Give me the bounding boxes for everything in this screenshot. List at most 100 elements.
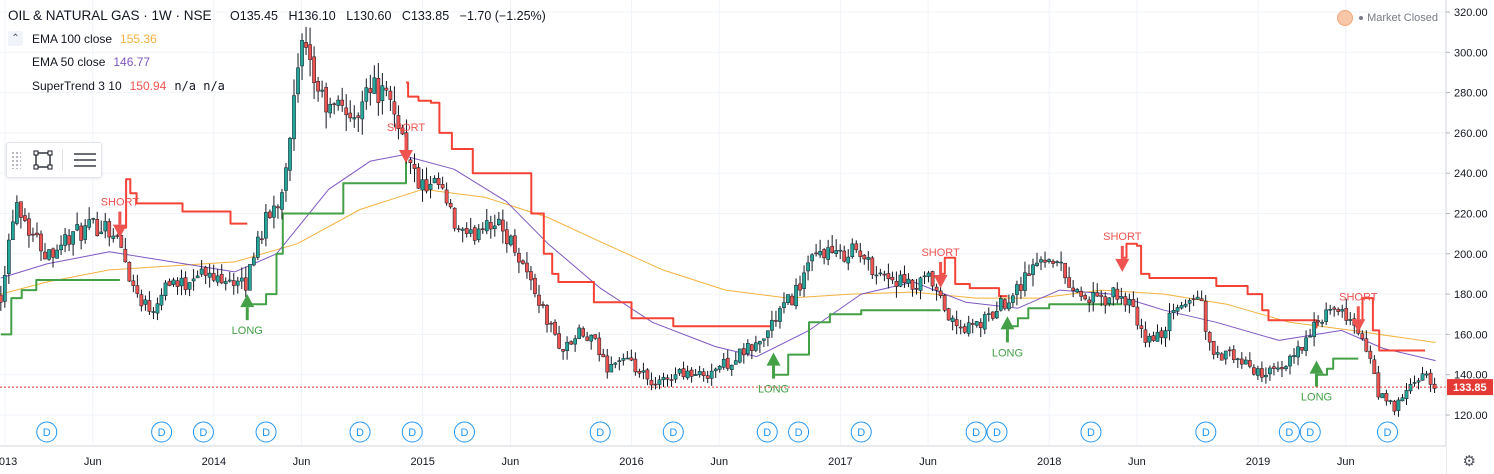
- candle-up: [1412, 382, 1417, 384]
- legend-ema50[interactable]: EMA 50 close 146.77: [32, 55, 150, 69]
- candle-up: [199, 268, 204, 275]
- short-signal-label: SHORT: [387, 122, 426, 134]
- candle-down: [689, 369, 694, 377]
- candle-up: [1107, 297, 1112, 304]
- candle-down: [862, 254, 867, 260]
- dividend-marker-icon: [1299, 421, 1321, 443]
- candle-up: [717, 366, 722, 370]
- high-label: H: [288, 9, 298, 23]
- candle-down: [1159, 330, 1164, 338]
- drag-handle-icon[interactable]: [11, 151, 21, 169]
- candle-up: [91, 218, 96, 220]
- candle-up: [336, 99, 341, 106]
- candle-up: [87, 219, 92, 228]
- candle-up: [1404, 390, 1409, 399]
- candle-up: [1187, 300, 1192, 304]
- candle-down: [127, 261, 132, 282]
- candle-down: [645, 369, 650, 380]
- x-tick-label: Jun: [502, 456, 520, 468]
- legend-supertrend-label: SuperTrend 3 10: [32, 79, 122, 93]
- x-tick-label: 2013: [0, 456, 17, 468]
- short-arrow-icon: [112, 224, 127, 238]
- y-tick-label: 280.00: [1454, 88, 1488, 100]
- legend-ema100[interactable]: ⌃ EMA 100 close 155.36: [8, 31, 157, 46]
- candle-down: [107, 221, 112, 238]
- candle-down: [1344, 308, 1349, 321]
- candle-up: [737, 348, 742, 363]
- candle-down: [95, 219, 100, 236]
- candle-down: [557, 333, 561, 349]
- candle-up: [284, 167, 288, 191]
- gear-icon[interactable]: ⚙: [1462, 453, 1476, 470]
- candle-down: [1432, 383, 1437, 389]
- candle-down: [440, 184, 445, 189]
- candle-up: [207, 272, 212, 278]
- candle-up: [468, 229, 473, 234]
- candle-up: [380, 85, 385, 102]
- drawing-toolbox[interactable]: [6, 142, 102, 178]
- x-tick-label: 2014: [202, 456, 226, 468]
- candle-up: [1256, 368, 1260, 376]
- list-settings-icon[interactable]: [69, 146, 101, 174]
- candle-up: [460, 228, 465, 231]
- candle-up: [786, 294, 790, 303]
- candle-down: [243, 277, 248, 291]
- candle-down: [665, 377, 670, 380]
- y-tick-label: 120.00: [1454, 410, 1488, 422]
- candle-up: [1023, 272, 1027, 291]
- candle-down: [1280, 367, 1284, 370]
- dividend-label: D: [158, 427, 166, 439]
- legend-supertrend[interactable]: SuperTrend 3 10 150.94 n/a n/a: [32, 79, 225, 93]
- dividend-label: D: [857, 427, 865, 439]
- candle-down: [1143, 329, 1148, 343]
- low-label: L: [346, 9, 354, 23]
- candle-down: [886, 273, 891, 280]
- candle-up: [320, 89, 324, 92]
- long-signal-label: LONG: [992, 347, 1023, 359]
- candle-up: [364, 87, 369, 102]
- dividend-marker-icon: [36, 421, 58, 443]
- collapse-chevron-icon[interactable]: ⌃: [8, 31, 23, 46]
- candle-up: [1292, 355, 1296, 358]
- candle-up: [621, 358, 626, 361]
- candle-up: [1296, 346, 1300, 358]
- long-arrow-stem: [1315, 373, 1319, 387]
- candle-up: [103, 221, 108, 232]
- candle-down: [1207, 332, 1212, 343]
- candle-up: [1328, 309, 1333, 311]
- candle-down: [396, 115, 401, 129]
- candle-down: [1384, 393, 1389, 402]
- candle-up: [11, 221, 15, 240]
- candle-down: [384, 87, 389, 91]
- dividend-marker-icon: [756, 421, 778, 443]
- candle-up: [428, 183, 433, 190]
- candle-down: [1336, 308, 1341, 312]
- candle-up: [733, 360, 738, 365]
- candle-down: [1051, 260, 1055, 264]
- change-value: −1.70 (−1.25%): [459, 9, 546, 23]
- candle-up: [838, 249, 843, 252]
- candle-down: [43, 251, 47, 260]
- candle-down: [790, 295, 794, 306]
- candle-down: [1428, 372, 1433, 385]
- candle-up: [1416, 380, 1421, 383]
- candle-down: [962, 326, 967, 333]
- candle-down: [517, 252, 521, 263]
- symbol-title[interactable]: OIL & NATURAL GAS · 1W · NSE: [8, 8, 212, 23]
- candle-up: [496, 218, 501, 225]
- candle-down: [452, 207, 457, 229]
- short-signal-label: SHORT: [101, 197, 140, 209]
- rectangle-select-icon[interactable]: [27, 146, 59, 174]
- candle-up: [1243, 359, 1248, 365]
- short-arrow-stem: [939, 261, 943, 275]
- dividend-marker-icon: [850, 421, 872, 443]
- candle-up: [898, 274, 903, 287]
- candle-up: [1320, 322, 1324, 324]
- candle-down: [561, 349, 565, 352]
- long-arrow-stem: [1005, 329, 1009, 343]
- dividend-label: D: [763, 427, 771, 439]
- dividend-label: D: [795, 427, 803, 439]
- candle-up: [256, 236, 260, 258]
